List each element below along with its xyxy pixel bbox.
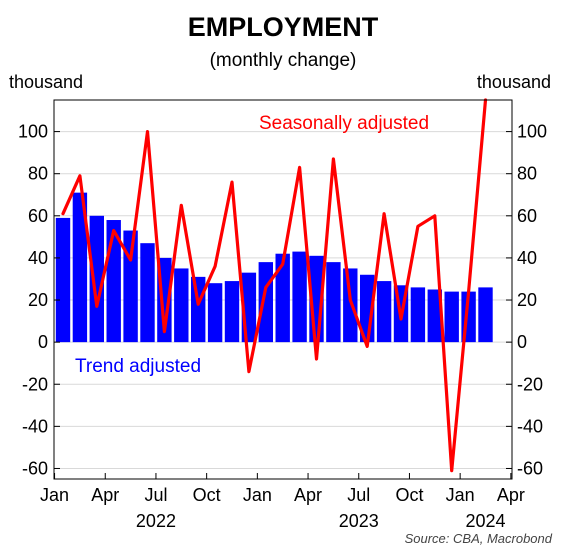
y-tick-label-left: -40 bbox=[22, 416, 48, 436]
x-tick-label: Oct bbox=[395, 485, 423, 505]
y-tick-label-right: 40 bbox=[517, 248, 537, 268]
trend-bar bbox=[478, 287, 493, 343]
y-tick-label-right: 60 bbox=[517, 206, 537, 226]
legend-trend-adjusted: Trend adjusted bbox=[75, 356, 201, 377]
trend-bar bbox=[275, 253, 290, 343]
y-tick-label-left: 20 bbox=[28, 290, 48, 310]
chart-title: EMPLOYMENT bbox=[188, 12, 379, 42]
y-tick-label-right: -20 bbox=[517, 374, 543, 394]
y-tick-label-right: 80 bbox=[517, 164, 537, 184]
y-tick-label-right: -60 bbox=[517, 458, 543, 478]
tick-labels: 100 100 80 80 60 60 40 40 20 20 0 0 -20 -20 -40 -40 -60 -… bbox=[18, 122, 547, 531]
chart-subtitle: (monthly change) bbox=[210, 50, 357, 71]
x-tick-label: Apr bbox=[497, 485, 525, 505]
x-tick-label: Jul bbox=[144, 485, 167, 505]
trend-bars bbox=[55, 192, 493, 343]
x-tick-label: Jan bbox=[446, 485, 475, 505]
y-tick-label-left: 60 bbox=[28, 206, 48, 226]
trend-bar bbox=[72, 192, 88, 343]
x-tick-label: Jan bbox=[243, 485, 272, 505]
y-tick-label-left: 0 bbox=[38, 332, 48, 352]
x-tick-label: Apr bbox=[294, 485, 322, 505]
trend-bar bbox=[140, 243, 155, 343]
y-tick-label-left: 40 bbox=[28, 248, 48, 268]
x-tick-label: Jul bbox=[347, 485, 370, 505]
plot-border bbox=[53, 99, 513, 480]
y-tick-label-right: 100 bbox=[517, 122, 547, 142]
right-axis-unit: thousand bbox=[477, 72, 551, 92]
trend-bar bbox=[207, 283, 223, 343]
y-tick-label-right: 0 bbox=[517, 332, 527, 352]
trend-bar bbox=[444, 291, 459, 343]
trend-bar bbox=[258, 262, 273, 343]
trend-bar bbox=[55, 217, 71, 343]
trend-bar bbox=[326, 262, 341, 343]
y-tick-label-left: 100 bbox=[18, 122, 48, 142]
legend-seasonally-adjusted: Seasonally adjusted bbox=[259, 113, 429, 134]
x-year-label: 2023 bbox=[339, 511, 379, 531]
y-tick-label-right: 20 bbox=[517, 290, 537, 310]
trend-bar bbox=[89, 215, 104, 343]
y-tick-label-left: -20 bbox=[22, 374, 48, 394]
trend-bar bbox=[376, 281, 392, 343]
trend-bar bbox=[123, 230, 138, 343]
x-year-label: 2024 bbox=[465, 511, 505, 531]
trend-bar bbox=[292, 251, 307, 343]
y-tick-label-left: -60 bbox=[22, 458, 48, 478]
source-note: Source: CBA, Macrobond bbox=[405, 531, 553, 546]
seasonal-line-layer bbox=[61, 98, 488, 473]
x-year-label: 2022 bbox=[136, 511, 176, 531]
x-tick-label: Apr bbox=[91, 485, 119, 505]
x-tick-label: Jan bbox=[40, 485, 69, 505]
trend-bar bbox=[410, 287, 426, 343]
left-axis-unit: thousand bbox=[9, 72, 83, 92]
y-tick-label-right: -40 bbox=[517, 416, 543, 436]
trend-bar bbox=[191, 276, 206, 343]
trend-bar bbox=[427, 289, 442, 343]
y-tick-label-left: 80 bbox=[28, 164, 48, 184]
trend-bar bbox=[343, 268, 358, 343]
trend-bar bbox=[224, 281, 240, 343]
x-tick-label: Oct bbox=[193, 485, 221, 505]
seasonal-line bbox=[61, 98, 488, 473]
trend-bar bbox=[174, 268, 189, 343]
plot-frame bbox=[53, 99, 513, 480]
